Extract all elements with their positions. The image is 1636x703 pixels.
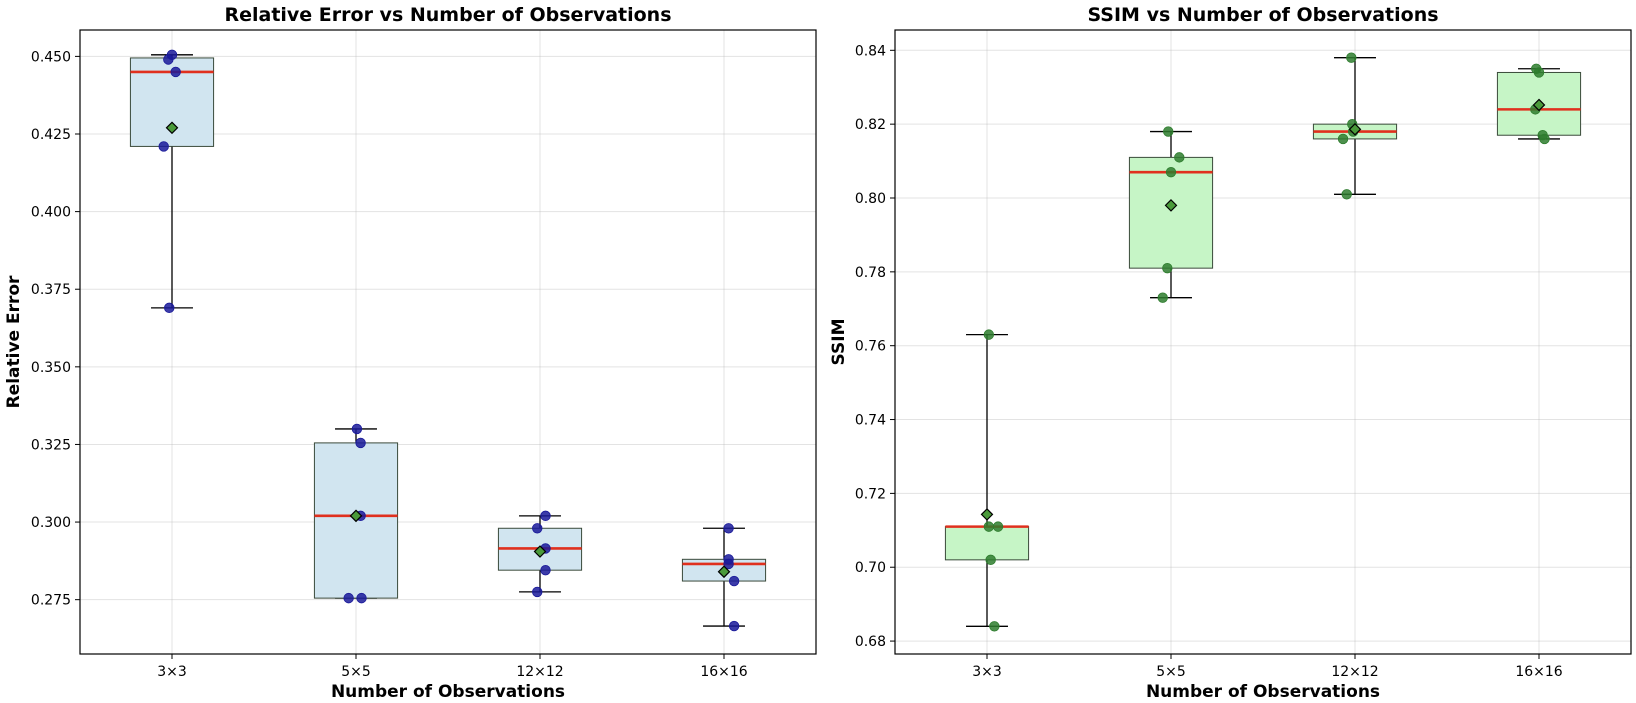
data-point [985,554,996,566]
data-point [728,620,740,632]
y-tick-label: 0.375 [31,282,71,298]
data-point [164,302,175,314]
data-point [1539,133,1550,145]
y-tick-label: 0.74 [855,413,886,429]
y-tick-label: 0.82 [855,117,886,133]
data-point [1163,126,1174,137]
data-point [983,329,995,340]
y-tick-label: 0.78 [855,265,886,281]
data-point [356,592,367,604]
data-point [728,575,740,587]
chart-title-ssim: SSIM vs Number of Observations [1087,4,1438,26]
y-tick-label: 0.350 [31,360,71,376]
data-point [1533,67,1545,78]
boxes-ssim [944,57,1582,627]
data-point [158,141,169,152]
relative-error-panel: Relative Error vs Number of Observations… [4,4,817,702]
x-tick-label: 3×3 [157,664,187,680]
x-tick-label: 3×3 [972,664,1002,680]
data-point [1165,166,1177,178]
data-point [1337,133,1349,145]
y-tick-label: 0.275 [31,593,71,609]
y-tick-label: 0.84 [855,43,886,59]
data-point [723,558,734,570]
x-tick-label: 12×12 [1331,664,1378,680]
y-tick-label: 0.68 [855,634,886,650]
x-tick-label: 5×5 [341,664,371,680]
x-tick-label: 16×16 [700,664,747,680]
data-point [1346,52,1357,63]
data-point [1162,262,1173,274]
data-point [351,423,363,435]
y-tick-label: 0.425 [31,127,71,143]
x-axis-label-relative-error: Number of Observations [331,682,565,702]
data-point [1341,189,1352,200]
y-tick-label: 0.76 [855,339,886,355]
y-tick-label: 0.80 [855,191,886,207]
boxes-relative-error [129,54,767,627]
ssim-panel: SSIM vs Number of Observations Number of… [829,4,1632,702]
y-tick-label: 0.70 [855,560,886,576]
mean-marker [980,508,994,521]
x-tick-label: 5×5 [1156,664,1186,680]
mean-marker [1532,98,1546,112]
y-tick-label: 0.400 [31,205,71,221]
data-point [540,564,551,576]
mean-marker [1348,122,1362,136]
box-iqr [944,526,1030,561]
points-ssim [980,52,1550,632]
data-point [540,510,551,522]
y-axis-label-ssim: SSIM [829,319,849,366]
x-tick-label: 12×12 [516,664,563,680]
data-point [170,66,181,78]
data-point [723,523,734,534]
data-point [992,521,1004,532]
data-point [1157,292,1168,303]
y-tick-label: 0.325 [31,437,71,453]
data-point [983,521,995,532]
y-axis-label-relative-error: Relative Error [4,275,24,408]
y-tick-label: 0.300 [31,515,71,531]
data-point [355,437,366,449]
mean-marker [533,545,547,558]
points-relative-error [158,49,740,632]
chart-title-relative-error: Relative Error vs Number of Observations [224,4,671,26]
mean-marker [349,509,363,523]
mean-marker [717,565,731,579]
axes-frame-relative-error [79,29,817,655]
mean-marker [165,121,179,135]
y-tick-label: 0.450 [31,49,71,65]
y-tick-label: 0.72 [855,486,886,502]
axes-frame-ssim [894,29,1632,655]
data-point [532,586,543,598]
data-point [1174,152,1185,163]
data-point [166,49,178,61]
data-point [989,621,1000,632]
x-tick-label: 16×16 [1515,664,1562,680]
data-point [343,592,354,604]
mean-marker [1164,199,1178,212]
ticks-ssim: 0.68 0.70 0.72 0.74 0.76 0.78 0.80 0.82 0.84 3×3 5… [855,43,1563,680]
x-axis-label-ssim: Number of Observations [1146,682,1380,702]
data-point [532,523,543,534]
ticks-relative-error: 0.275 0.300 0.325 0.350 0.375 0.400 0.425 0.450… [31,49,748,680]
